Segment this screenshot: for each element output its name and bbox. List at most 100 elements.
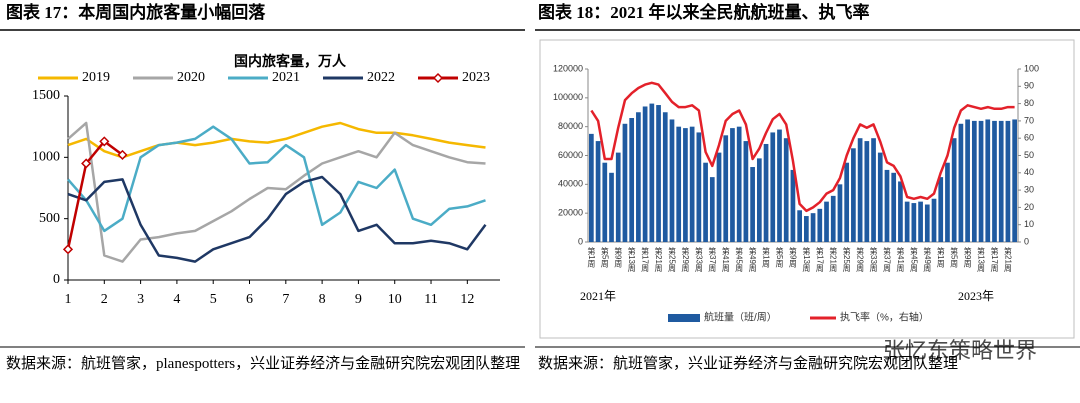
x-tick-label: 第9周 <box>614 246 623 268</box>
legend-label: 2023 <box>462 70 490 85</box>
point-marker <box>81 158 92 169</box>
bar <box>595 141 601 242</box>
bar <box>904 201 910 242</box>
y2-tick-label: 40 <box>1024 167 1034 177</box>
bar <box>689 126 695 242</box>
bar <box>965 119 970 242</box>
x-tick-label: 第1周 <box>936 246 945 268</box>
x-tick-label: 第21周 <box>654 246 663 273</box>
bar <box>736 126 742 242</box>
bar <box>1005 120 1011 242</box>
point-marker <box>117 149 128 160</box>
y2-tick-label: 0 <box>1024 236 1029 246</box>
bar <box>837 184 843 242</box>
x-tick-label: 第9周 <box>963 246 972 268</box>
series-line <box>67 125 486 233</box>
figure-title: 图表 17：本周国内旅客量小幅回落 <box>6 2 266 22</box>
bar <box>830 195 836 242</box>
y-tick-label: 40000 <box>558 179 583 189</box>
bar <box>730 128 735 242</box>
x-tick-label: 5 <box>210 292 217 307</box>
bar <box>696 132 702 242</box>
x-tick-label: 第25周 <box>667 246 676 273</box>
legend-swatch <box>668 314 700 322</box>
bar <box>817 208 823 242</box>
x-tick-label: 11 <box>424 292 437 307</box>
bar <box>891 172 897 242</box>
bar <box>763 143 769 242</box>
bar <box>770 132 776 242</box>
bar <box>669 119 675 242</box>
legend-label: 执飞率（%，右轴） <box>840 311 929 324</box>
bar <box>783 138 789 242</box>
x-tick-label: 第17周 <box>815 246 824 273</box>
bar <box>756 158 762 242</box>
x-tick-label: 第5周 <box>600 246 609 268</box>
y-tick-label: 20000 <box>558 208 583 218</box>
bar <box>810 213 816 242</box>
x-tick-label: 第21周 <box>829 246 838 273</box>
legend-label: 2019 <box>82 70 110 85</box>
x-tick-label: 12 <box>460 292 474 307</box>
bar <box>985 119 991 242</box>
bar <box>951 138 957 242</box>
annotation: 2023年 <box>958 289 994 303</box>
x-tick-label: 3 <box>137 292 144 307</box>
x-tick-label: 7 <box>282 292 289 307</box>
bar <box>918 201 923 242</box>
legend-label: 2021 <box>272 70 300 85</box>
point-marker <box>62 244 74 255</box>
figure-title: 图表 18：2021 年以来全民航航班量、执飞率 <box>538 2 870 22</box>
bar <box>1012 119 1017 242</box>
y2-tick-label: 10 <box>1024 219 1034 229</box>
bar <box>743 141 749 242</box>
source-note: 数据来源：航班管家，兴业证券经济与金融研究院宏观团队整理 <box>538 356 959 372</box>
legend-label: 2020 <box>177 70 205 85</box>
bar <box>844 162 850 242</box>
legend-label: 航班量（班/周） <box>704 311 777 324</box>
bar <box>602 162 608 242</box>
bar <box>649 103 655 242</box>
x-tick-label: 8 <box>319 292 326 307</box>
bar <box>716 152 722 242</box>
x-tick-label: 第37周 <box>708 246 717 273</box>
x-tick-label: 第9周 <box>788 246 797 268</box>
series-line <box>67 175 487 263</box>
series-line <box>66 140 124 250</box>
point-marker <box>99 136 110 147</box>
bar <box>877 152 883 242</box>
legend-swatch <box>432 72 444 84</box>
y-tick-label: 80000 <box>558 121 583 131</box>
y2-tick-label: 60 <box>1024 133 1034 143</box>
x-tick-label: 1 <box>65 292 72 307</box>
bar <box>884 169 890 242</box>
bar <box>851 148 856 242</box>
bar <box>871 138 876 242</box>
bar <box>998 120 1004 242</box>
bar <box>931 198 937 242</box>
bar <box>642 106 648 242</box>
y-tick-label: 1000 <box>32 150 60 165</box>
bar <box>622 123 628 242</box>
series-line <box>590 81 1015 213</box>
bar <box>703 162 708 242</box>
bar <box>589 133 594 242</box>
bar <box>945 162 950 242</box>
y2-tick-label: 100 <box>1024 63 1039 73</box>
bar <box>656 105 661 243</box>
chart-title: 国内旅客量，万人 <box>234 53 347 70</box>
bar <box>790 169 796 242</box>
y-tick-label: 120000 <box>553 63 583 73</box>
x-tick-label: 6 <box>246 292 253 307</box>
bar <box>797 210 802 242</box>
bar <box>938 177 944 242</box>
bar <box>804 216 809 242</box>
x-tick-label: 2 <box>101 292 108 307</box>
x-tick-label: 第29周 <box>856 246 865 273</box>
x-tick-label: 第29周 <box>681 246 690 273</box>
bar <box>898 181 903 242</box>
x-tick-label: 第17周 <box>990 246 999 273</box>
bar <box>609 172 614 242</box>
y2-tick-label: 80 <box>1024 98 1034 108</box>
